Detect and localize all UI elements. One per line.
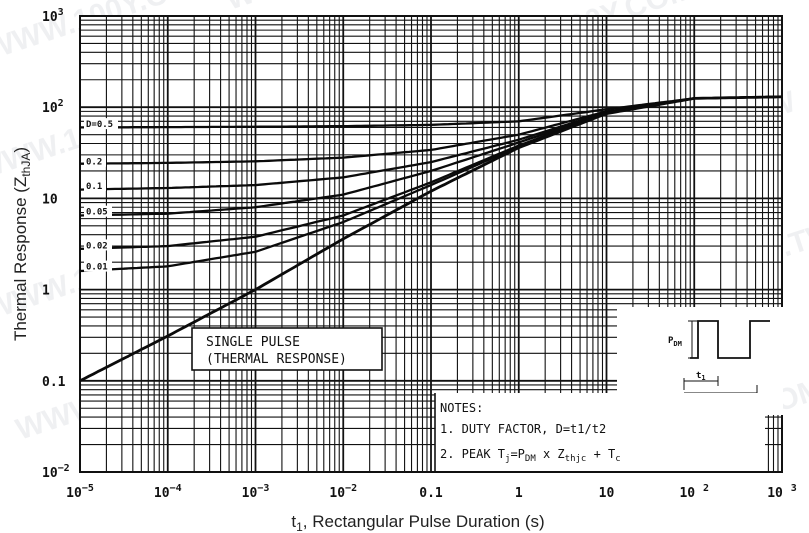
- y-tick-label: 102: [42, 98, 64, 116]
- chart-tick-labels: 10−5 10−4 10−3 10−2 0.1 1 10 10 2 10 3 10−2 0.1 1 10…: [42, 7, 797, 501]
- duty-label-background: [84, 180, 106, 192]
- notes-annotation: NOTES: 1. DUTY FACTOR, D=t1/t2 2. PEAK T…: [434, 393, 765, 471]
- x-tick-label: 10−3: [242, 483, 270, 501]
- y-tick-label: 1: [42, 284, 50, 299]
- single-pulse-annotation: SINGLE PULSE (THERMAL RESPONSE): [191, 327, 383, 371]
- notes-background: [435, 393, 765, 471]
- duty-label: 0.05: [86, 208, 108, 218]
- x-tick-label: 10 2: [679, 483, 709, 501]
- notes-title: NOTES:: [440, 401, 483, 415]
- x-tick-label: 10−2: [329, 483, 357, 501]
- pdm-label: PDM: [668, 336, 682, 348]
- duty-label: 0.01: [86, 263, 108, 273]
- single-pulse-label: SINGLE PULSE: [206, 335, 300, 350]
- duty-label: 0.02: [86, 241, 108, 251]
- pulse-waveform: [690, 320, 770, 359]
- x-tick-label: 0.1: [419, 486, 443, 501]
- chart-series: [79, 95, 783, 383]
- duty-label-background: [84, 155, 106, 167]
- duty-label-background: [84, 260, 112, 272]
- note-duty-factor: 1. DUTY FACTOR, D=t1/t2: [440, 422, 606, 436]
- series-line-single-pulse: [79, 95, 783, 383]
- t1-label: t1: [696, 371, 706, 382]
- y-axis-title: Thermal Response (ZthJA): [11, 147, 33, 341]
- y-tick-label: 103: [42, 7, 64, 25]
- x-tick-label: 1: [515, 486, 523, 501]
- note-peak-temperature: 2. PEAK Tj=PDM x Zthjc + Tc: [440, 447, 621, 464]
- duty-cycle-labels: D=0.5 0.2 0.1 0.05 0.02 0.01: [84, 118, 118, 273]
- thermal-response-label: (THERMAL RESPONSE): [206, 352, 347, 367]
- y-tick-label: 10: [42, 192, 58, 207]
- duty-label: 0.1: [86, 182, 102, 192]
- duty-label-background: [84, 239, 112, 251]
- x-tick-label: 10: [599, 486, 615, 501]
- duty-label: D=0.5: [86, 120, 113, 130]
- x-tick-label: 10−5: [66, 483, 94, 501]
- watermark-text: WWW.100Y.COM.TW: [222, 0, 510, 17]
- single-pulse-box: [191, 327, 383, 371]
- x-axis-title: t1, Rectangular Pulse Duration (s): [291, 512, 544, 533]
- x-tick-label: 10 3: [767, 483, 797, 501]
- y-tick-label: 10−2: [42, 463, 70, 481]
- duty-label-background: [84, 118, 118, 130]
- y-tick-label: 0.1: [42, 375, 66, 390]
- x-tick-label: 10−4: [154, 483, 182, 501]
- duty-label: 0.2: [86, 158, 102, 168]
- duty-label-background: [84, 205, 112, 217]
